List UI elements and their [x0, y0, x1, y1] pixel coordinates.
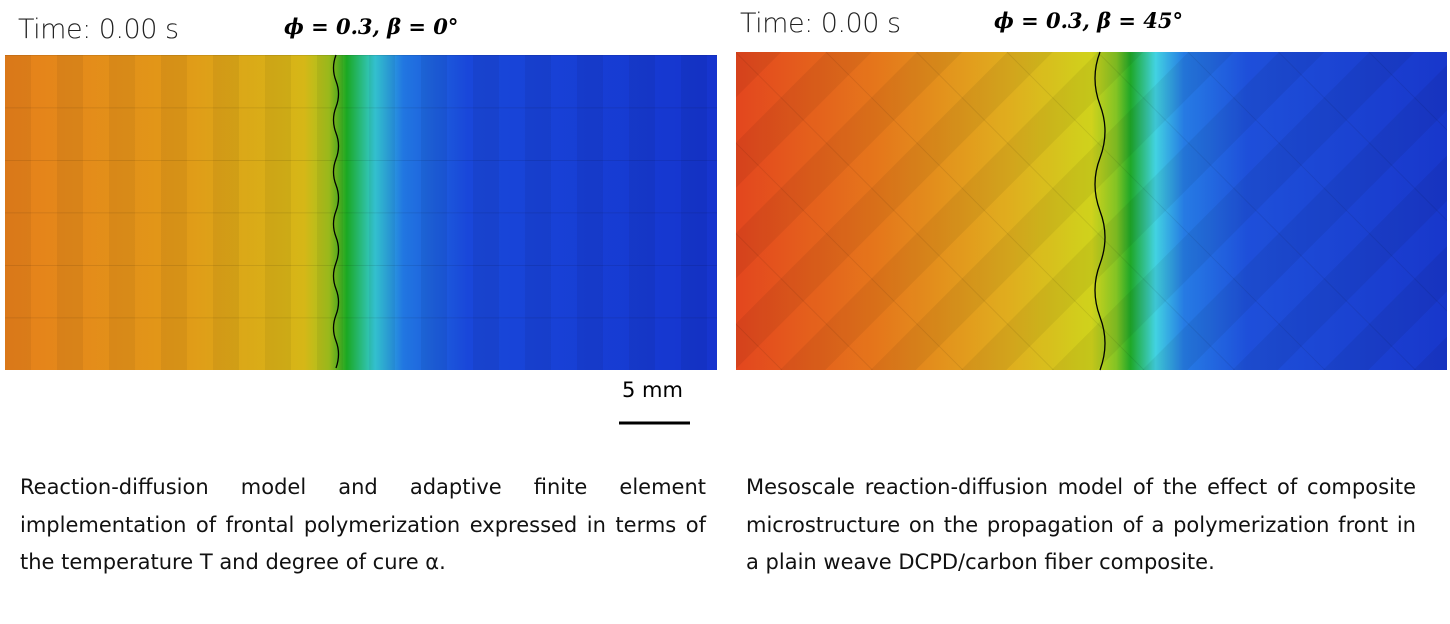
parameter-label: ϕ = 0.3, β = 0°	[284, 14, 459, 39]
caption: Reaction-diffusion model and adaptive fi…	[20, 475, 706, 574]
simulation-images	[5, 51, 1447, 425]
weave-texture	[5, 55, 717, 370]
time-label: Time: 0.00 s	[18, 14, 179, 45]
caption: Mesoscale reaction-diffusion model of th…	[746, 475, 1416, 574]
front-line	[1094, 51, 1106, 371]
front-line	[332, 54, 340, 369]
time-label: Time: 0.00 s	[740, 8, 901, 39]
parameter-label: ϕ = 0.3, β = 45°	[994, 8, 1184, 33]
scale-label: 5 mm	[622, 378, 683, 402]
weave-texture	[736, 52, 1447, 370]
